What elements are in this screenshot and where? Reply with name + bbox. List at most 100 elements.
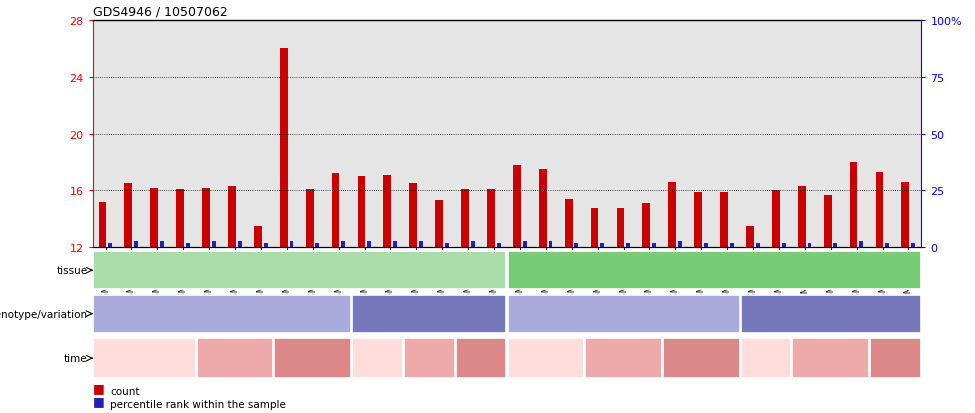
Bar: [678, 241, 682, 413]
Bar: [358, 177, 366, 413]
Bar: [186, 243, 190, 413]
Bar: [290, 241, 293, 413]
Bar: [280, 49, 288, 413]
Bar: [513, 166, 521, 413]
Bar: [274, 338, 351, 378]
Bar: [885, 243, 889, 413]
Bar: [663, 338, 740, 378]
Bar: [341, 241, 345, 413]
Bar: [818, 21, 843, 248]
Bar: [740, 21, 766, 248]
Bar: [870, 21, 895, 248]
Bar: [377, 21, 404, 248]
Bar: [326, 21, 352, 248]
Bar: [746, 226, 754, 413]
Bar: [352, 295, 506, 333]
Bar: [150, 188, 158, 413]
Bar: [508, 295, 740, 333]
Bar: [798, 187, 805, 413]
Bar: [171, 21, 196, 248]
Text: GDS4946 / 10507062: GDS4946 / 10507062: [93, 5, 227, 18]
Bar: [332, 174, 339, 413]
Bar: [807, 243, 811, 413]
Bar: [793, 338, 869, 378]
Bar: [176, 190, 184, 413]
Bar: [741, 295, 920, 333]
Bar: [445, 243, 448, 413]
Bar: [849, 163, 857, 413]
Bar: [616, 208, 624, 413]
Bar: [125, 184, 133, 413]
Bar: [393, 241, 397, 413]
Bar: [94, 295, 351, 333]
Bar: [694, 192, 702, 413]
Bar: [643, 204, 650, 413]
Bar: [196, 21, 222, 248]
Bar: [772, 191, 780, 413]
Bar: [238, 241, 242, 413]
Bar: [902, 183, 910, 413]
Bar: [263, 243, 267, 413]
Text: percentile rank within the sample: percentile rank within the sample: [110, 399, 286, 409]
Text: tissue: tissue: [57, 266, 88, 275]
Bar: [160, 241, 164, 413]
Bar: [610, 21, 637, 248]
Bar: [539, 170, 547, 413]
Text: ■: ■: [93, 382, 104, 394]
Bar: [306, 190, 314, 413]
Bar: [912, 243, 915, 413]
Bar: [119, 21, 144, 248]
Bar: [585, 21, 610, 248]
Bar: [300, 21, 326, 248]
Bar: [585, 338, 662, 378]
Bar: [410, 184, 417, 413]
Text: time: time: [64, 353, 88, 363]
Bar: [843, 21, 870, 248]
Bar: [419, 241, 423, 413]
Text: genotype/variation: genotype/variation: [0, 309, 88, 319]
Bar: [274, 21, 300, 248]
Bar: [352, 21, 377, 248]
Bar: [508, 338, 584, 378]
Bar: [507, 21, 533, 248]
Bar: [497, 243, 500, 413]
Bar: [429, 21, 455, 248]
Bar: [248, 21, 274, 248]
Bar: [94, 338, 196, 378]
Bar: [404, 21, 429, 248]
Bar: [714, 21, 740, 248]
Bar: [316, 243, 320, 413]
Bar: [352, 338, 403, 378]
Bar: [870, 338, 920, 378]
Bar: [481, 21, 507, 248]
Text: ■: ■: [93, 394, 104, 407]
Bar: [824, 195, 832, 413]
Bar: [895, 21, 921, 248]
Bar: [730, 243, 734, 413]
Bar: [591, 208, 599, 413]
Bar: [688, 21, 714, 248]
Bar: [461, 190, 469, 413]
Bar: [222, 21, 248, 248]
Bar: [782, 243, 786, 413]
Bar: [508, 252, 920, 290]
Bar: [455, 338, 506, 378]
Bar: [455, 21, 481, 248]
Bar: [135, 241, 138, 413]
Bar: [488, 190, 495, 413]
Bar: [93, 21, 119, 248]
Bar: [197, 338, 273, 378]
Bar: [228, 187, 236, 413]
Bar: [368, 241, 371, 413]
Bar: [404, 338, 454, 378]
Bar: [652, 243, 656, 413]
Bar: [601, 243, 604, 413]
Bar: [626, 243, 630, 413]
Bar: [834, 243, 838, 413]
Bar: [254, 226, 261, 413]
Bar: [741, 338, 792, 378]
Bar: [662, 21, 688, 248]
Bar: [212, 241, 215, 413]
Bar: [108, 243, 112, 413]
Bar: [574, 243, 578, 413]
